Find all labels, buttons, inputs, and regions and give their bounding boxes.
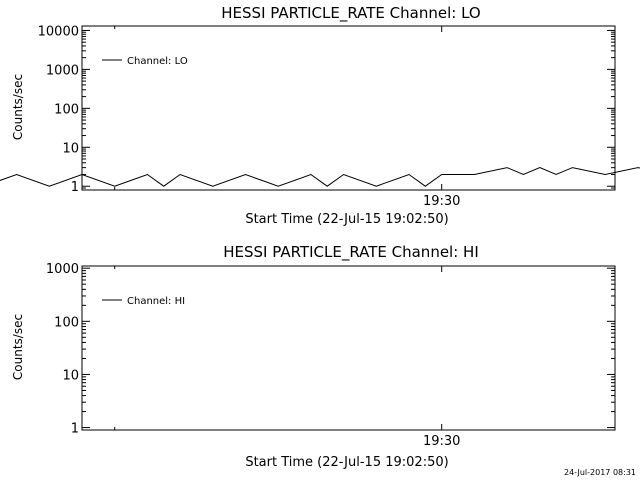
panel-channel-hi: HESSI PARTICLE_RATE Channel: HI Counts/s… <box>11 243 616 470</box>
y-axis-label: Counts/sec <box>11 74 25 140</box>
y-tick-label: 1000 <box>46 63 79 78</box>
y-tick-label: 1 <box>71 422 79 437</box>
series-layer <box>0 167 640 187</box>
x-tick-label: 19:30 <box>423 194 460 209</box>
plot-border <box>81 265 616 431</box>
panel-channel-lo: HESSI PARTICLE_RATE Channel: LO Counts/s… <box>0 4 640 227</box>
x-tick-label: 19:30 <box>423 434 460 449</box>
timestamp: 24-Jul-2017 08:31 <box>564 468 636 477</box>
y-tick-label: 100 <box>54 102 79 117</box>
y-tick-label: 10 <box>62 141 79 156</box>
y-tick-label: 10 <box>62 368 79 383</box>
chart-title: HESSI PARTICLE_RATE Channel: LO <box>221 4 480 23</box>
y-tick-label: 10000 <box>38 24 79 39</box>
legend: Channel: HI <box>102 296 185 307</box>
series-line <box>0 167 640 187</box>
axis-ticks: 19:1519:3019:4520:0020:1520:301101001000… <box>38 24 615 209</box>
x-axis-label: Start Time (22-Jul-15 19:02:50) <box>245 212 448 227</box>
legend-label: Channel: LO <box>127 56 188 67</box>
chart-title: HESSI PARTICLE_RATE Channel: HI <box>223 243 479 262</box>
y-tick-label: 1000 <box>46 262 79 277</box>
x-axis-label: Start Time (22-Jul-15 19:02:50) <box>245 455 448 470</box>
y-axis-label: Counts/sec <box>11 314 25 380</box>
y-tick-label: 100 <box>54 315 79 330</box>
legend: Channel: LO <box>102 56 188 67</box>
plot-frame <box>81 265 616 431</box>
legend-label: Channel: HI <box>127 296 185 307</box>
y-tick-label: 1 <box>71 180 79 195</box>
